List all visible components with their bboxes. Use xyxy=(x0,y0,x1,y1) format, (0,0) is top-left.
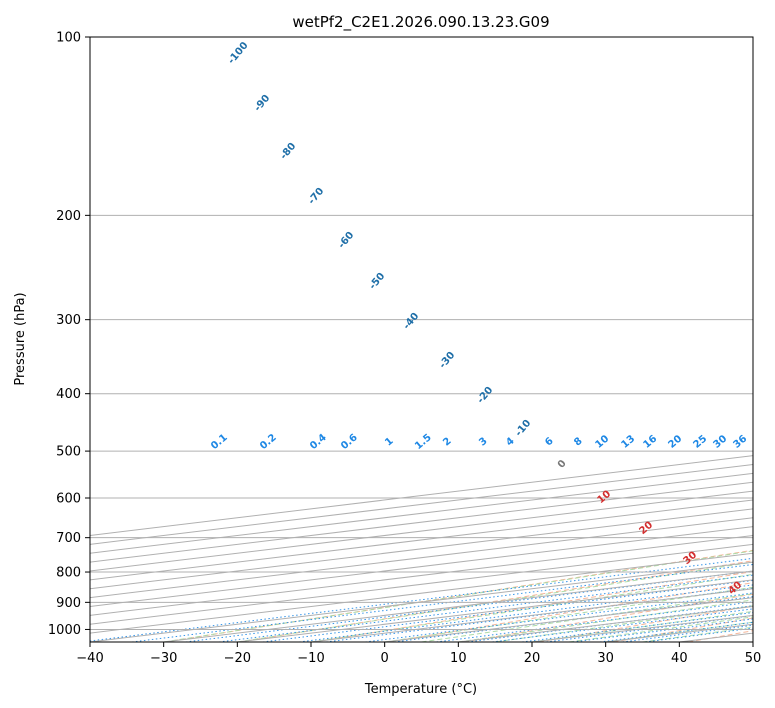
isotherm xyxy=(90,481,753,563)
x-tick-label: −30 xyxy=(150,651,177,666)
mixing-ratio-line xyxy=(185,570,753,642)
y-tick-label: 400 xyxy=(56,387,81,402)
mixing-ratio-line xyxy=(90,557,753,642)
y-axis-label: Pressure (hPa) xyxy=(13,292,28,385)
isotherm xyxy=(90,508,753,590)
dry-adiabat xyxy=(464,593,753,642)
x-tick-label: 30 xyxy=(597,651,614,666)
isotherm xyxy=(90,499,753,581)
x-tick-label: 0 xyxy=(381,651,389,666)
x-axis-label: Temperature (°C) xyxy=(364,682,477,697)
isotherm xyxy=(90,526,753,608)
moist-adiabat xyxy=(163,550,753,642)
moist-adiabat xyxy=(421,593,753,642)
isotherm xyxy=(90,472,753,554)
y-tick-label: 800 xyxy=(56,566,81,581)
y-tick-label: 100 xyxy=(56,31,81,46)
y-tick-label: 600 xyxy=(56,492,81,507)
isotherm xyxy=(90,517,753,599)
dry-adiabat xyxy=(239,560,753,642)
x-tick-label: 50 xyxy=(745,651,762,666)
x-axis: −40 −30 −20 −10 0 10 20 30 40 50 xyxy=(76,642,761,666)
x-tick-label: −10 xyxy=(297,651,324,666)
isotherm xyxy=(90,463,753,545)
dry-adiabat xyxy=(389,582,753,642)
plot-frame xyxy=(89,36,754,643)
y-tick-label: 900 xyxy=(56,596,81,611)
y-tick-label: 700 xyxy=(56,531,81,546)
y-tick-label: 300 xyxy=(56,313,81,328)
y-tick-label: 1000 xyxy=(48,623,81,638)
x-tick-label: 40 xyxy=(671,651,688,666)
chart-title: wetPf2_C2E1.2026.090.13.23.G09 xyxy=(292,13,549,32)
isotherm xyxy=(90,490,753,572)
x-tick-label: 20 xyxy=(524,651,541,666)
y-tick-label: 500 xyxy=(56,445,81,460)
moist-adiabat xyxy=(458,599,753,642)
isotherm xyxy=(90,534,753,616)
x-tick-label: −40 xyxy=(76,651,103,666)
y-axis: 100 200 300 400 500 600 700 800 900 1000 xyxy=(48,31,90,638)
x-tick-label: −20 xyxy=(224,651,251,666)
mixing-ratio-line xyxy=(218,574,753,642)
grid xyxy=(90,37,753,642)
x-tick-label: 10 xyxy=(450,651,467,666)
mixing-ratio-line xyxy=(299,584,753,642)
y-tick-label: 200 xyxy=(56,209,81,224)
mixing-ratio-line xyxy=(262,579,753,642)
